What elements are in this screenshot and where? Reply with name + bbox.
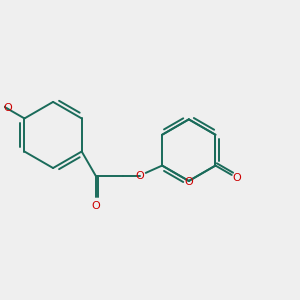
Text: O: O	[92, 201, 100, 212]
Text: O: O	[136, 170, 145, 181]
Text: O: O	[184, 177, 193, 187]
Text: O: O	[4, 103, 12, 112]
Text: O: O	[232, 173, 241, 183]
